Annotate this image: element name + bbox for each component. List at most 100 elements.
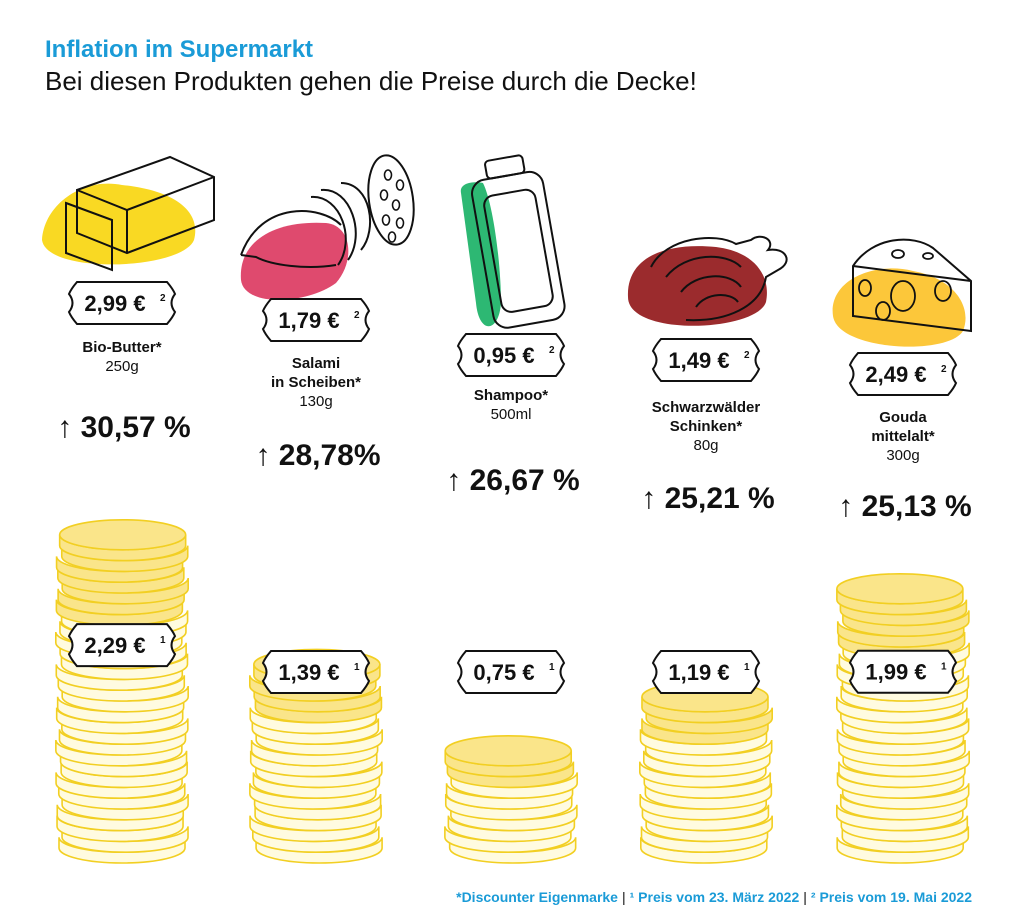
cheese-wedge-outline [852, 238, 972, 333]
price-footnote-mark: 2 [941, 364, 947, 375]
price-value: 2,29 € [84, 633, 145, 658]
cheese-icon [832, 238, 972, 347]
footnote-may-price: ² Preis vom 19. Mai 2022 [810, 889, 972, 905]
product-column: 1,99 € 1 2,49 € 2 Gouda mittelalt* 300g ↑ 25,13… [832, 238, 972, 864]
butter-block-outline [65, 201, 113, 272]
color-blob [42, 183, 196, 265]
price-change-label: ↑ 25,21 % [641, 482, 774, 515]
price-tag-outline [261, 650, 371, 694]
price-footnote-mark: 2 [354, 310, 360, 321]
salami-fat-spot [383, 169, 393, 181]
ham-icon [627, 235, 788, 326]
price-footnote-mark: 1 [354, 662, 360, 673]
salami-fat-spot [391, 199, 401, 211]
salami-fat-spot [387, 231, 397, 243]
old-price-tag: 1,99 € 1 [848, 649, 958, 694]
cheese-hole [890, 280, 916, 312]
price-value: 1,49 € [668, 348, 729, 373]
price-tag-outline [848, 649, 958, 694]
salami-fat-spot [379, 189, 389, 201]
chart-subtitle: Bei diesen Produkten gehen die Preise du… [45, 66, 697, 96]
price-value: 1,79 € [278, 308, 339, 333]
price-footnote-mark: 1 [744, 662, 750, 673]
price-tag-outline [456, 333, 566, 377]
price-footnote-mark: 2 [549, 345, 555, 356]
price-tag-outline [848, 352, 958, 396]
product-column: 2,29 € 1 2,99 € 2 Bio-Butter* 250g ↑ 30,57 % [42, 155, 215, 864]
product-name: Bio-Butter* [82, 339, 161, 356]
bottle-outline [471, 154, 566, 329]
price-footnote-mark: 2 [744, 350, 750, 361]
coin-stack-top [58, 518, 187, 551]
product-name: Schwarzwälder Schinken* [652, 399, 761, 435]
product-size: 300g [886, 447, 919, 464]
product-size: 80g [693, 437, 718, 454]
price-footnote-mark: 1 [549, 662, 555, 673]
salami-fat-spot [395, 217, 405, 229]
footnote-separator: | [621, 889, 626, 905]
coin-stack-top [836, 572, 964, 605]
color-blob [627, 246, 767, 326]
bottle-body [471, 170, 566, 329]
price-footnote-mark: 2 [160, 293, 166, 304]
product-name: Gouda mittelalt* [871, 409, 935, 445]
footnote: *Discounter Eigenmarke | ¹ Preis vom 23. M… [456, 889, 972, 905]
price-value: 2,99 € [84, 291, 145, 316]
salami-slices-outline [240, 182, 372, 268]
footnote-march-price: ¹ Preis vom 23. März 2022 [629, 889, 800, 905]
price-tag-outline [651, 338, 761, 382]
new-price-tag: 1,79 € 2 [261, 298, 371, 342]
product-column: 1,39 € 1 1,79 € 2 Salami in Scheiben* 130g ↑ 28… [240, 154, 415, 864]
price-footnote-mark: 1 [160, 635, 166, 646]
cheese-hole [875, 301, 891, 321]
old-price-tag: 2,29 € 1 [67, 623, 177, 668]
salami-icon [240, 154, 415, 300]
price-value: 1,19 € [668, 660, 729, 685]
shampoo-bottle-icon [460, 154, 566, 329]
price-tag-outline [261, 298, 371, 342]
product-size: 130g [299, 393, 332, 410]
bottle-label [483, 188, 554, 313]
product-column: 1,19 € 1 1,49 € 2 Schwarzwälder Schinken* 80g ↑… [627, 235, 788, 864]
price-change-label: ↑ 28,78% [255, 439, 380, 472]
coin-stack-top [444, 734, 573, 767]
product-column: 0,75 € 1 0,95 € 2 Shampoo* 500ml ↑ 26,67 % [444, 154, 580, 864]
footnote-own-brand: *Discounter Eigenmarke [456, 889, 618, 905]
salami-roll-outline [367, 154, 415, 246]
price-tag-outline [456, 650, 566, 694]
butter-box-outline [76, 155, 215, 255]
price-change-label: ↑ 25,13 % [838, 490, 971, 523]
color-blob [240, 222, 349, 300]
price-value: 0,75 € [473, 660, 534, 685]
new-price-tag: 1,49 € 2 [651, 338, 761, 382]
new-price-tag: 2,49 € 2 [848, 352, 958, 396]
price-tag-outline [651, 650, 761, 694]
price-value: 1,99 € [865, 660, 926, 685]
cheese-hole [922, 252, 934, 260]
new-price-tag: 2,99 € 2 [67, 281, 177, 325]
salami-fat-spot [395, 179, 405, 191]
price-change-label: ↑ 26,67 % [446, 464, 579, 497]
butter-icon [42, 155, 215, 272]
price-tag-outline [67, 281, 177, 325]
product-name: Salami in Scheiben* [271, 355, 361, 391]
product-size: 250g [105, 358, 138, 375]
chart-title: Inflation im Supermarkt [45, 36, 314, 63]
old-price-tag: 1,19 € 1 [651, 650, 761, 694]
product-name: Shampoo* [474, 387, 548, 404]
cheese-hole [891, 249, 905, 259]
price-change-label: ↑ 30,57 % [57, 411, 190, 444]
footnote-separator: | [803, 889, 807, 905]
ham-outline [650, 235, 788, 322]
old-price-tag: 1,39 € 1 [261, 650, 371, 694]
price-value: 1,39 € [278, 660, 339, 685]
price-value: 2,49 € [865, 362, 926, 387]
product-size: 500ml [491, 406, 532, 423]
color-blob [460, 182, 501, 327]
salami-fat-spot [381, 214, 391, 226]
price-value: 0,95 € [473, 343, 534, 368]
price-tag-outline [67, 623, 177, 668]
old-price-tag: 0,75 € 1 [456, 650, 566, 694]
new-price-tag: 0,95 € 2 [456, 333, 566, 377]
